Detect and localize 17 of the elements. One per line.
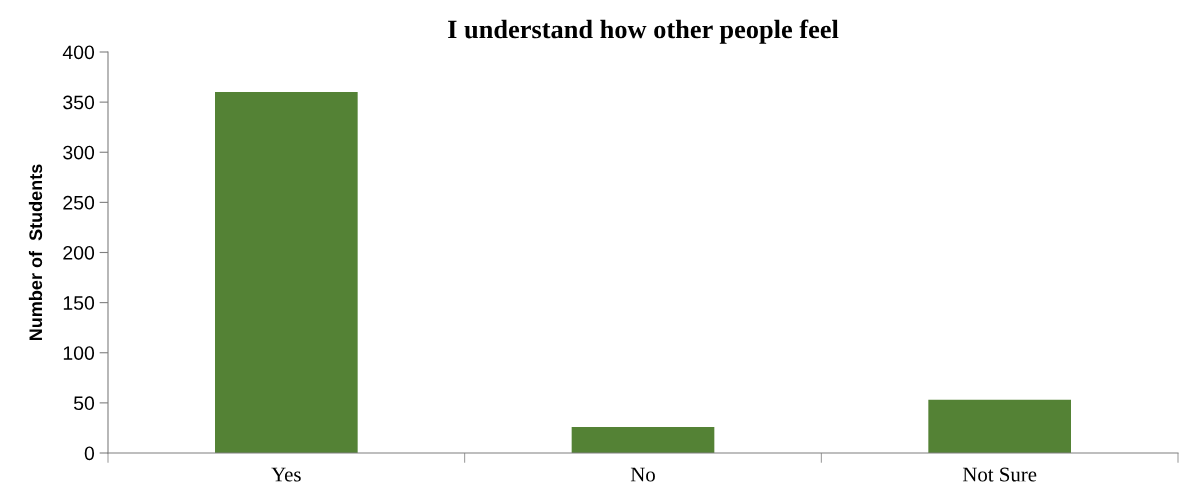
- y-tick-label: 0: [84, 446, 95, 461]
- y-tick-label: 150: [63, 296, 95, 310]
- y-tick-label: 300: [63, 145, 95, 160]
- y-tick-label: 250: [63, 195, 95, 210]
- bar: [215, 92, 358, 453]
- y-axis-title: Number of Students: [28, 164, 43, 341]
- chart-title: I understand how other people feel: [448, 19, 839, 44]
- y-tick-label: 350: [63, 95, 95, 110]
- y-tick-label: 100: [63, 346, 95, 360]
- y-tick-label: 200: [63, 245, 95, 260]
- y-tick-label: 400: [62, 45, 95, 60]
- bar: [571, 426, 715, 453]
- x-tick-label: Not Sure: [962, 467, 1037, 482]
- x-tick-label: Yes: [271, 467, 301, 482]
- bar: [928, 399, 1071, 453]
- y-tick-label: 50: [73, 396, 95, 411]
- x-tick-label: No: [630, 467, 655, 482]
